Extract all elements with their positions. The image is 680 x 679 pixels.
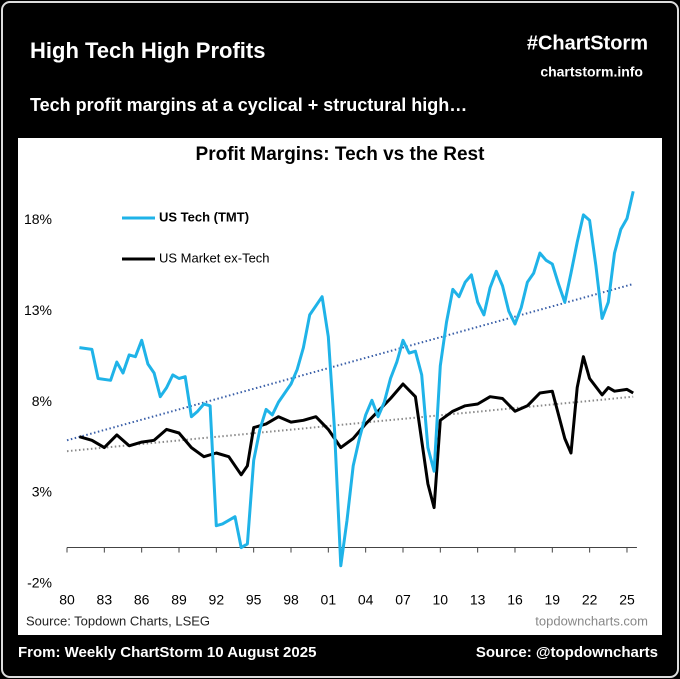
- x-tick-label: 95: [246, 592, 262, 608]
- plot: 18% 13% 8% 3% -2% 80 83 86 89 92 95 98 01 04 07 10 13 16 1…: [24, 190, 637, 608]
- x-tick-label: 13: [470, 592, 486, 608]
- series-line: [79, 190, 635, 568]
- x-tick-label: 01: [321, 592, 337, 608]
- x-tick-label: 86: [134, 592, 150, 608]
- x-tick-label: 89: [171, 592, 187, 608]
- series-line: [78, 355, 634, 510]
- x-tick-label: 25: [619, 592, 635, 608]
- x-tick-label: 98: [283, 592, 299, 608]
- footer-from: From: Weekly ChartStorm 10 August 2025: [18, 644, 316, 661]
- x-tick-label: 83: [97, 592, 113, 608]
- trend-line: [66, 283, 634, 442]
- chart-source: Source: Topdown Charts, LSEG: [26, 613, 210, 628]
- y-tick-label: 3%: [32, 484, 52, 500]
- chart-title: Profit Margins: Tech vs the Rest: [196, 144, 486, 165]
- subtitle: Tech profit margins at a cyclical + stru…: [30, 95, 467, 115]
- x-tick-label: 10: [433, 592, 449, 608]
- x-tick-label: 04: [358, 592, 374, 608]
- header-title: High Tech High Profits: [30, 38, 265, 63]
- y-tick-label: 13%: [24, 302, 52, 318]
- x-tick-label: 22: [582, 592, 598, 608]
- x-tick-label: 07: [395, 592, 411, 608]
- x-tick-label: 92: [209, 592, 225, 608]
- trend-line: [66, 395, 634, 453]
- x-tick-label: 16: [507, 592, 523, 608]
- footer-source: Source: @topdowncharts: [476, 644, 658, 661]
- site: chartstorm.info: [540, 64, 643, 80]
- legend-label: US Tech (TMT): [159, 209, 249, 224]
- y-tick-label: 18%: [24, 211, 52, 227]
- x-tick-label: 19: [545, 592, 561, 608]
- legend-label: US Market ex-Tech: [159, 250, 270, 265]
- y-tick-label: -2%: [27, 575, 52, 591]
- x-tick-label: 80: [59, 592, 75, 608]
- y-tick-label: 8%: [32, 393, 52, 409]
- watermark: topdowncharts.com: [535, 613, 648, 628]
- brand: #ChartStorm: [527, 32, 648, 54]
